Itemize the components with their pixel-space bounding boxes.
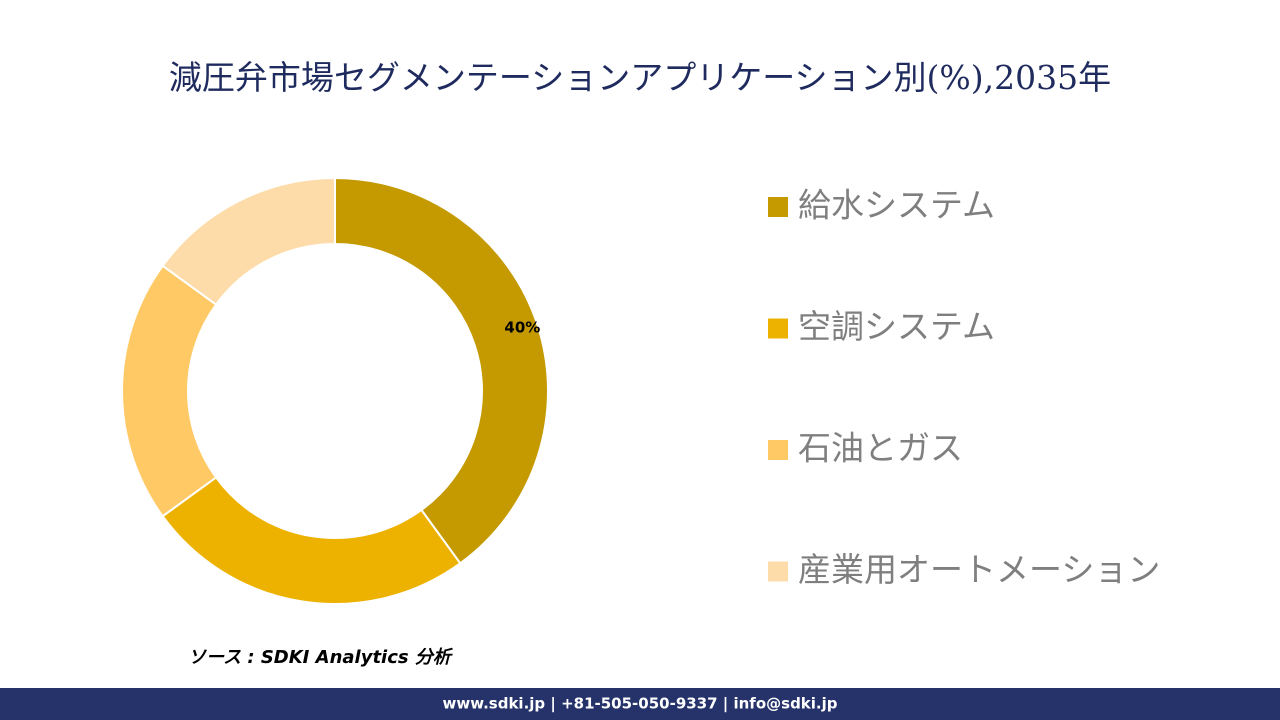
donut-segment (334, 176, 549, 565)
data-label: 40% (504, 319, 540, 337)
legend-label: 産業用オートメーション (798, 550, 1160, 589)
legend-swatch (768, 197, 788, 217)
legend-label: 石油とガス (798, 429, 963, 468)
legend-label: 給水システム (798, 186, 995, 225)
donut-segment (161, 476, 462, 605)
chart-title: 減圧弁市場セグメンテーションアプリケーション別(%),2035年 (169, 58, 1111, 97)
footer: www.sdki.jp | +81-505-050-9337 | info@sd… (442, 695, 837, 714)
legend-swatch (768, 561, 788, 582)
source: ソース : SDKI Analytics 分析 (188, 647, 454, 668)
legend-label: 空調システム (798, 307, 995, 346)
donut-segment (161, 176, 336, 306)
legend-swatch (768, 318, 788, 339)
footer-bar (0, 688, 1280, 720)
legend-swatch (768, 440, 788, 460)
